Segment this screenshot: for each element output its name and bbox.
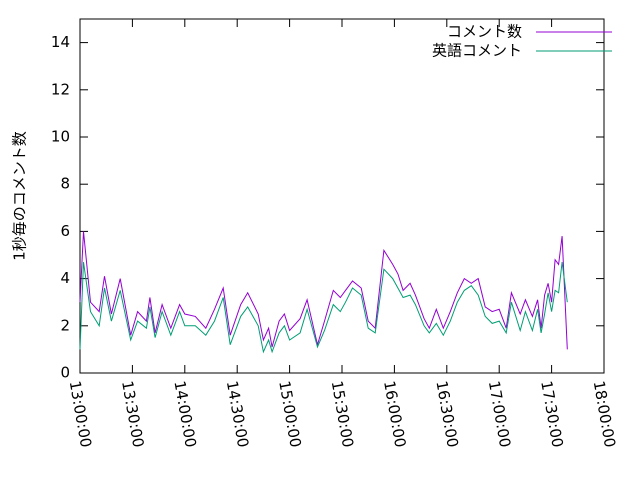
y-tick-label: 14 (51, 33, 70, 51)
x-tick-label: 18:00:00 (590, 379, 619, 448)
x-tick-label: 17:00:00 (485, 379, 514, 448)
x-tick-label: 14:30:00 (223, 379, 252, 448)
x-tick-label: 15:00:00 (275, 379, 304, 448)
y-tick-label: 6 (60, 222, 70, 240)
x-tick-label: 16:30:00 (432, 379, 461, 448)
x-tick-label: 17:30:00 (537, 379, 566, 448)
x-tick-label: 13:30:00 (118, 379, 147, 448)
x-tick-label: 16:00:00 (380, 379, 409, 448)
y-axis-label: 1秒毎のコメント数 (11, 131, 29, 261)
y-tick-label: 10 (51, 128, 70, 146)
y-tick-label: 8 (60, 175, 70, 193)
x-tick-label: 15:30:00 (328, 379, 357, 448)
x-tick-label: 13:00:00 (66, 379, 95, 448)
x-tick-label: 14:00:00 (170, 379, 199, 448)
series-line (79, 231, 568, 350)
series-line (79, 262, 568, 354)
y-tick-label: 12 (51, 80, 70, 98)
legend-label: コメント数 (447, 23, 522, 41)
y-tick-label: 2 (60, 316, 70, 334)
y-tick-label: 4 (60, 269, 70, 287)
y-tick-label: 0 (60, 364, 70, 382)
legend-label: 英語コメント (432, 42, 522, 60)
